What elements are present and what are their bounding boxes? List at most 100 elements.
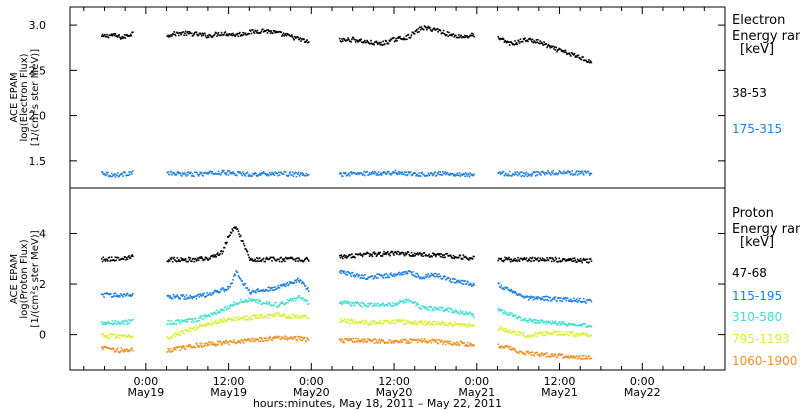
data-point	[111, 175, 114, 178]
data-point	[464, 280, 466, 282]
data-point	[379, 342, 381, 344]
data-point	[519, 350, 522, 353]
data-point	[268, 174, 270, 177]
data-point	[533, 321, 535, 324]
data-point	[408, 300, 410, 303]
data-point	[208, 344, 211, 346]
data-point	[277, 285, 279, 287]
data-point	[281, 284, 284, 286]
data-point	[290, 336, 292, 338]
data-point	[280, 31, 282, 34]
data-point	[376, 303, 378, 305]
data-point	[211, 341, 214, 343]
data-point	[524, 319, 526, 322]
data-point	[116, 294, 118, 296]
data-point	[262, 28, 264, 30]
data-point	[361, 41, 364, 44]
data-point	[540, 354, 542, 356]
data-point	[523, 257, 525, 259]
data-point	[469, 282, 472, 285]
data-point	[471, 284, 474, 287]
data-point	[101, 260, 104, 263]
data-point	[429, 274, 432, 277]
data-point	[519, 293, 522, 296]
data-point	[345, 301, 347, 303]
data-point	[130, 295, 133, 297]
data-point	[544, 334, 546, 336]
data-point	[260, 336, 263, 339]
data-point	[399, 341, 401, 344]
data-point	[458, 36, 461, 39]
data-point	[499, 171, 501, 173]
data-point	[452, 174, 455, 177]
data-point	[237, 316, 240, 318]
data-point	[300, 40, 302, 42]
data-point	[502, 312, 505, 315]
data-point	[123, 323, 125, 325]
data-point	[204, 324, 207, 326]
data-point	[458, 256, 460, 259]
data-point	[193, 33, 195, 35]
data-point	[465, 313, 468, 315]
data-point	[366, 170, 368, 173]
data-point	[452, 254, 455, 257]
panel-frame-proton	[69, 187, 726, 371]
data-point	[432, 308, 434, 310]
data-point	[214, 312, 217, 314]
data-point	[111, 259, 114, 262]
data-point	[290, 35, 292, 38]
data-point	[233, 273, 236, 275]
data-point	[170, 320, 172, 322]
data-point	[353, 319, 355, 321]
data-point	[377, 251, 380, 254]
data-point	[121, 172, 124, 175]
data-point	[117, 350, 120, 353]
data-point	[268, 290, 270, 292]
data-point	[361, 319, 364, 322]
data-point	[435, 275, 438, 278]
data-point	[407, 33, 410, 36]
data-point	[130, 34, 133, 37]
data-point	[132, 318, 134, 321]
data-point	[278, 260, 281, 263]
data-point	[422, 255, 424, 257]
data-point	[398, 37, 401, 39]
data-point	[185, 318, 188, 321]
data-point	[274, 337, 276, 339]
data-point	[536, 174, 538, 176]
data-point	[512, 329, 515, 332]
data-point	[515, 317, 518, 319]
data-point	[585, 302, 587, 304]
data-point	[208, 314, 211, 317]
data-point	[194, 325, 197, 327]
data-point	[398, 253, 401, 256]
data-point	[380, 174, 383, 176]
data-point	[214, 319, 217, 322]
data-point	[338, 321, 341, 324]
data-point	[253, 340, 256, 342]
data-point	[563, 258, 566, 260]
data-point	[212, 343, 214, 346]
x-tick-date-label: May21	[541, 386, 578, 399]
data-point	[423, 321, 426, 323]
data-point	[213, 291, 215, 293]
data-point	[242, 240, 244, 242]
data-point	[569, 356, 571, 359]
data-point	[291, 171, 294, 174]
data-point	[406, 340, 408, 342]
data-point	[407, 340, 410, 343]
data-point	[306, 336, 308, 339]
data-point	[405, 171, 407, 173]
data-point	[117, 256, 120, 259]
data-point	[197, 317, 200, 319]
data-point	[248, 173, 250, 176]
data-point	[220, 171, 223, 174]
data-point	[113, 259, 115, 261]
data-point	[351, 302, 354, 304]
data-point	[375, 255, 378, 257]
legend-entry: 47-68	[732, 266, 767, 280]
data-point	[343, 300, 346, 302]
data-point	[103, 321, 105, 323]
data-point	[467, 341, 469, 344]
data-point	[344, 319, 346, 321]
